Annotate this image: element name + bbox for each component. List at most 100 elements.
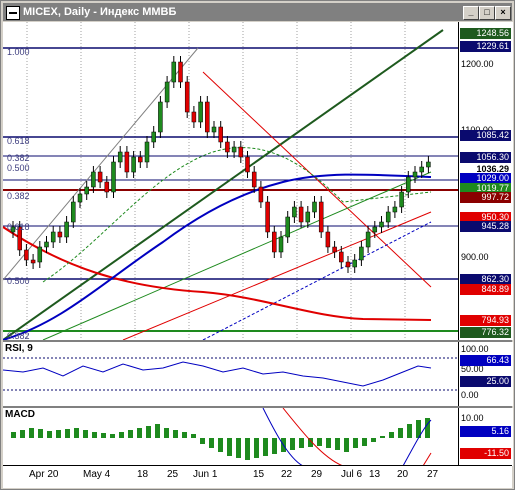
macd-bar: [137, 428, 142, 438]
candle: [37, 246, 43, 263]
candle: [272, 231, 277, 253]
x-axis-label: 25: [167, 469, 179, 480]
candle: [285, 216, 290, 238]
macd-bar: [263, 438, 268, 456]
macd-bar: [200, 438, 205, 444]
time-axis: Apr 20 May 4 18 25 Jun 1 15 22 29 Jul 6 13 20 27: [3, 465, 512, 488]
macd-bar: [74, 428, 79, 438]
pane-separator-2[interactable]: [3, 406, 512, 408]
macd-bar: [335, 438, 340, 450]
window-title: MICEX, Daily - Индекс ММВБ: [23, 6, 177, 18]
macd-bar: [191, 434, 196, 438]
fib-label: 0.500: [7, 276, 30, 286]
candle: [164, 81, 170, 103]
macd-bar: [380, 436, 385, 438]
x-axis-label: Jun 1: [193, 469, 218, 480]
candle: [359, 246, 364, 261]
fib-label: 1.000: [7, 47, 30, 57]
macd-bar: [83, 430, 88, 438]
candle: [44, 241, 49, 248]
maximize-button[interactable]: □: [479, 6, 495, 20]
price-tag: 950.30: [460, 212, 511, 223]
candle: [151, 131, 156, 143]
candle: [144, 141, 150, 163]
rsi-axis-25: 25.00: [460, 376, 511, 387]
macd-bar: [407, 424, 412, 438]
macd-bar: [101, 433, 106, 438]
macd-bar: [299, 438, 304, 448]
candle: [158, 101, 163, 133]
candle: [10, 226, 16, 233]
candle: [251, 171, 257, 188]
candle: [325, 231, 331, 248]
candle: [77, 193, 83, 203]
macd-bar: [38, 429, 43, 438]
candle: [218, 126, 223, 143]
rsi-value-tag: 66.43: [460, 355, 511, 366]
price-tag: 1019.77: [460, 183, 511, 194]
minimize-button[interactable]: _: [463, 6, 479, 20]
candle: [312, 201, 317, 213]
candle: [184, 81, 190, 113]
candle: [399, 191, 404, 208]
axis-label-900: 900.00: [461, 252, 489, 262]
trendline-blue-dash: [202, 221, 432, 340]
candles: [10, 56, 431, 273]
candle: [131, 156, 136, 173]
x-axis-label: 22: [281, 469, 293, 480]
candle: [205, 101, 210, 133]
candle: [332, 246, 337, 253]
candle: [24, 249, 29, 261]
x-axis-label: Apr 20: [29, 469, 59, 480]
candle: [191, 111, 197, 123]
candle: [292, 206, 297, 218]
candle: [385, 211, 391, 223]
candle: [64, 221, 69, 238]
ma-green-dash: [42, 147, 432, 283]
candle: [352, 259, 357, 268]
price-pane[interactable]: 1.000 0.618 0.382 0.500 0.382 0.618 0.500 0.382: [3, 22, 458, 340]
title-bar[interactable]: MICEX, Daily - Индекс ММВБ _ □ ×: [3, 3, 512, 21]
pane-separator[interactable]: [3, 340, 512, 342]
candle: [372, 226, 378, 233]
macd-bar: [218, 438, 223, 452]
close-button[interactable]: ×: [495, 6, 511, 20]
macd-bar: [182, 432, 187, 438]
price-svg: [3, 22, 458, 340]
rsi-axis-100: 100.00: [461, 344, 489, 354]
candle: [406, 176, 411, 193]
trendline-red-thin: [122, 211, 432, 340]
candle: [71, 201, 76, 223]
rsi-pane[interactable]: RSI, 9: [3, 342, 458, 406]
trendline-green-thin: [42, 171, 432, 340]
price-axis: 1200.00 1100.00 900.00 1248.561229.61108…: [458, 22, 513, 340]
candle: [97, 171, 103, 183]
macd-bar: [353, 438, 358, 448]
macd-bar: [173, 430, 178, 438]
macd-bar: [92, 432, 97, 438]
macd-bar: [425, 418, 430, 438]
price-tag: 848.89: [460, 284, 511, 295]
macd-bar: [65, 429, 70, 438]
macd-bar: [308, 438, 313, 447]
macd-bar: [227, 438, 232, 456]
fib-label: 0.382: [7, 191, 30, 201]
candle: [379, 221, 384, 228]
axis-label-1200: 1200.00: [461, 59, 494, 69]
macd-bar: [362, 438, 367, 446]
macd-bar: [146, 426, 151, 438]
rsi-label: RSI, 9: [4, 343, 34, 354]
macd-svg: [11, 408, 432, 466]
candle: [50, 231, 56, 243]
candle: [117, 151, 123, 163]
macd-axis-10: 10.00: [461, 413, 484, 423]
macd-bar: [20, 430, 25, 438]
macd-bar: [110, 434, 115, 438]
macd-label: MACD: [4, 409, 36, 420]
candle: [171, 61, 177, 83]
macd-bar: [155, 424, 160, 438]
macd-pane[interactable]: MACD: [3, 408, 458, 466]
candle: [238, 146, 244, 158]
x-axis-label: Jul 6: [341, 469, 363, 480]
x-axis-label: 20: [397, 469, 409, 480]
